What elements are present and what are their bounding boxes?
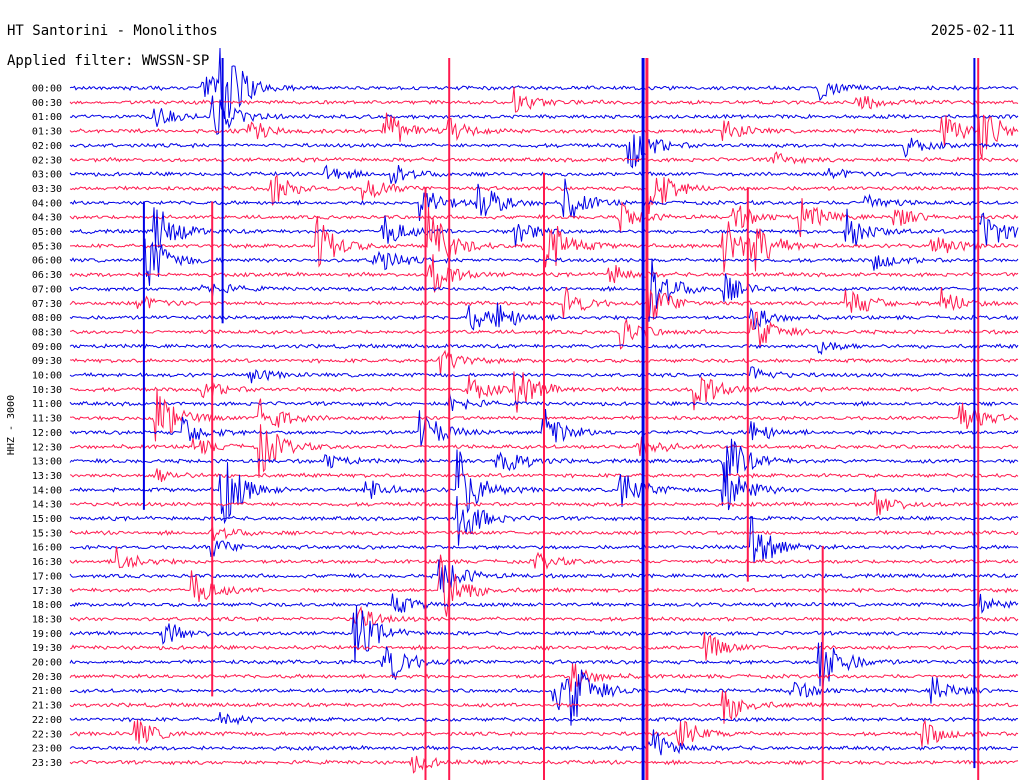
time-tick-label: 04:00 xyxy=(32,198,62,209)
trace-row xyxy=(69,47,1019,119)
time-tick-label: 23:30 xyxy=(32,758,62,769)
time-tick-label: 10:30 xyxy=(32,385,62,396)
time-tick-label: 23:00 xyxy=(32,744,62,755)
time-tick-label: 17:00 xyxy=(32,571,62,582)
time-tick-label: 07:00 xyxy=(32,284,62,295)
time-tick-label: 10:00 xyxy=(32,371,62,382)
date-label: 2025-02-11 xyxy=(931,23,1015,39)
time-tick-label: 05:30 xyxy=(32,241,62,252)
saturated-trace xyxy=(142,201,145,510)
time-tick-label: 22:00 xyxy=(32,715,62,726)
time-tick-label: 06:30 xyxy=(32,270,62,281)
time-tick-label: 18:00 xyxy=(32,600,62,611)
time-tick-label: 16:30 xyxy=(32,557,62,568)
time-tick-label: 04:30 xyxy=(32,213,62,224)
trace-row xyxy=(69,112,1019,159)
time-tick-label: 17:30 xyxy=(32,586,62,597)
saturated-trace xyxy=(424,187,427,780)
trace-row xyxy=(69,151,1019,165)
time-tick-label: 19:30 xyxy=(32,643,62,654)
saturated-trace xyxy=(821,545,824,780)
time-tick-labels: 00:00 00:30 01:00 01:30 02:00 02:30 03:00 03:30… xyxy=(32,84,62,769)
time-tick-label: 15:30 xyxy=(32,528,62,539)
saturated-trace xyxy=(977,58,980,780)
station-title: HT Santorini - Monolithos xyxy=(7,23,218,39)
time-tick-label: 11:00 xyxy=(32,399,62,410)
time-tick-label: 18:30 xyxy=(32,614,62,625)
filter-label: Applied filter: WWSSN-SP xyxy=(7,53,209,69)
time-tick-label: 05:00 xyxy=(32,227,62,238)
time-tick-label: 02:30 xyxy=(32,155,62,166)
time-tick-label: 07:30 xyxy=(32,299,62,310)
saturated-trace xyxy=(543,172,545,780)
time-tick-label: 03:00 xyxy=(32,170,62,181)
time-tick-label: 13:30 xyxy=(32,471,62,482)
saturated-trace xyxy=(448,58,451,780)
time-tick-label: 13:00 xyxy=(32,457,62,468)
time-tick-label: 12:00 xyxy=(32,428,62,439)
time-tick-label: 22:30 xyxy=(32,729,62,740)
trace-lines xyxy=(69,47,1019,780)
time-tick-label: 16:00 xyxy=(32,543,62,554)
time-tick-label: 14:30 xyxy=(32,500,62,511)
time-tick-label: 09:30 xyxy=(32,356,62,367)
time-tick-label: 19:00 xyxy=(32,629,62,640)
saturated-trace xyxy=(973,58,976,769)
time-tick-label: 00:00 xyxy=(32,84,62,95)
time-tick-label: 15:00 xyxy=(32,514,62,525)
time-tick-label: 11:30 xyxy=(32,414,62,425)
time-tick-label: 12:30 xyxy=(32,442,62,453)
time-tick-label: 09:00 xyxy=(32,342,62,353)
time-tick-label: 03:30 xyxy=(32,184,62,195)
time-tick-label: 21:30 xyxy=(32,701,62,712)
time-tick-label: 08:30 xyxy=(32,327,62,338)
saturated-trace xyxy=(645,58,649,780)
time-tick-label: 02:00 xyxy=(32,141,62,152)
channel-label: HHZ - 3000 xyxy=(6,395,17,455)
time-tick-label: 20:00 xyxy=(32,658,62,669)
time-tick-label: 06:00 xyxy=(32,256,62,267)
saturated-trace xyxy=(211,201,214,697)
time-tick-label: 14:00 xyxy=(32,485,62,496)
trace-row xyxy=(69,95,1019,136)
time-tick-label: 01:00 xyxy=(32,112,62,123)
time-tick-label: 08:00 xyxy=(32,313,62,324)
saturated-trace xyxy=(641,58,645,780)
time-tick-label: 01:30 xyxy=(32,127,62,138)
time-tick-label: 20:30 xyxy=(32,672,62,683)
time-tick-label: 21:00 xyxy=(32,686,62,697)
saturated-trace xyxy=(221,58,224,324)
saturated-trace xyxy=(746,187,749,582)
trace-row xyxy=(69,134,1019,169)
trace-row xyxy=(69,86,1019,113)
time-tick-label: 00:30 xyxy=(32,98,62,109)
